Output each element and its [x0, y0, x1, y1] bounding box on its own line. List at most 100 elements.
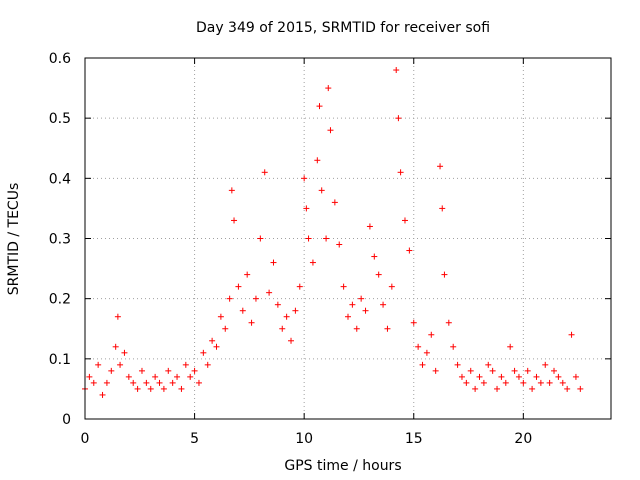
- data-point: [395, 115, 402, 122]
- data-points: [82, 67, 584, 398]
- x-tick-label: 5: [190, 431, 199, 447]
- data-point: [494, 385, 501, 392]
- data-point: [134, 385, 141, 392]
- data-point: [366, 223, 373, 230]
- y-tick-label: 0.1: [49, 352, 71, 368]
- data-point: [564, 385, 571, 392]
- data-point: [572, 373, 579, 380]
- data-point: [507, 343, 514, 350]
- data-point: [187, 373, 194, 380]
- x-axis-label: GPS time / hours: [284, 458, 401, 474]
- data-point: [515, 373, 522, 380]
- data-point: [388, 283, 395, 290]
- data-point: [375, 271, 382, 278]
- data-point: [296, 283, 303, 290]
- data-point: [476, 373, 483, 380]
- data-point: [380, 301, 387, 308]
- data-point: [112, 343, 119, 350]
- data-point: [325, 85, 332, 92]
- data-point: [362, 307, 369, 314]
- data-point: [463, 379, 470, 386]
- data-point: [546, 379, 553, 386]
- data-point: [353, 325, 360, 332]
- data-point: [340, 283, 347, 290]
- data-point: [568, 331, 575, 338]
- data-point: [511, 367, 518, 374]
- data-point: [502, 379, 509, 386]
- y-tick-label: 0.4: [49, 171, 71, 187]
- data-point: [371, 253, 378, 260]
- data-point: [305, 235, 312, 242]
- data-point: [410, 319, 417, 326]
- data-point: [239, 307, 246, 314]
- data-point: [279, 325, 286, 332]
- x-tick-label: 0: [81, 431, 90, 447]
- data-point: [316, 103, 323, 110]
- data-point: [165, 367, 172, 374]
- data-point: [520, 379, 527, 386]
- chart-title: Day 349 of 2015, SRMTID for receiver sof…: [196, 20, 490, 36]
- data-point: [169, 379, 176, 386]
- data-point: [401, 217, 408, 224]
- data-point: [301, 175, 308, 182]
- data-point: [314, 157, 321, 164]
- data-point: [419, 361, 426, 368]
- data-point: [174, 373, 181, 380]
- data-point: [480, 379, 487, 386]
- data-point: [288, 337, 295, 344]
- data-point: [542, 361, 549, 368]
- data-point: [143, 379, 150, 386]
- data-point: [248, 319, 255, 326]
- data-point: [209, 337, 216, 344]
- plot-frame: [84, 57, 612, 420]
- data-point: [231, 217, 238, 224]
- data-point: [270, 259, 277, 266]
- data-point: [292, 307, 299, 314]
- data-point: [244, 271, 251, 278]
- data-point: [103, 379, 110, 386]
- data-point: [533, 373, 540, 380]
- data-point: [226, 295, 233, 302]
- data-point: [309, 259, 316, 266]
- data-point: [437, 163, 444, 170]
- data-point: [439, 205, 446, 212]
- y-tick-label: 0.2: [49, 292, 71, 308]
- data-point: [138, 367, 145, 374]
- x-tick-label: 10: [295, 431, 313, 447]
- grid: [85, 58, 611, 419]
- data-point: [121, 349, 128, 356]
- data-point: [428, 331, 435, 338]
- data-point: [108, 367, 115, 374]
- data-point: [445, 319, 452, 326]
- axes: 0 0.1 0.2 0.3 0.4 0.5 0.6 0 5 10 15 20: [49, 51, 611, 447]
- data-point: [318, 187, 325, 194]
- data-point: [283, 313, 290, 320]
- data-point: [498, 373, 505, 380]
- data-point: [450, 343, 457, 350]
- data-point: [358, 295, 365, 302]
- y-tick-label: 0.5: [49, 111, 71, 127]
- y-tick-label: 0: [62, 412, 71, 428]
- data-point: [384, 325, 391, 332]
- data-point: [323, 235, 330, 242]
- data-point: [524, 367, 531, 374]
- data-point: [160, 385, 167, 392]
- data-point: [152, 373, 159, 380]
- data-point: [217, 313, 224, 320]
- data-point: [441, 271, 448, 278]
- data-point: [559, 379, 566, 386]
- data-point: [117, 361, 124, 368]
- data-point: [99, 391, 106, 398]
- data-point: [86, 373, 93, 380]
- data-point: [529, 385, 536, 392]
- y-tick-label: 0.3: [49, 232, 71, 248]
- data-point: [336, 241, 343, 248]
- data-point: [261, 169, 268, 176]
- data-point: [213, 343, 220, 350]
- data-point: [331, 199, 338, 206]
- data-point: [349, 301, 356, 308]
- data-point: [537, 379, 544, 386]
- data-point: [415, 343, 422, 350]
- data-point: [195, 379, 202, 386]
